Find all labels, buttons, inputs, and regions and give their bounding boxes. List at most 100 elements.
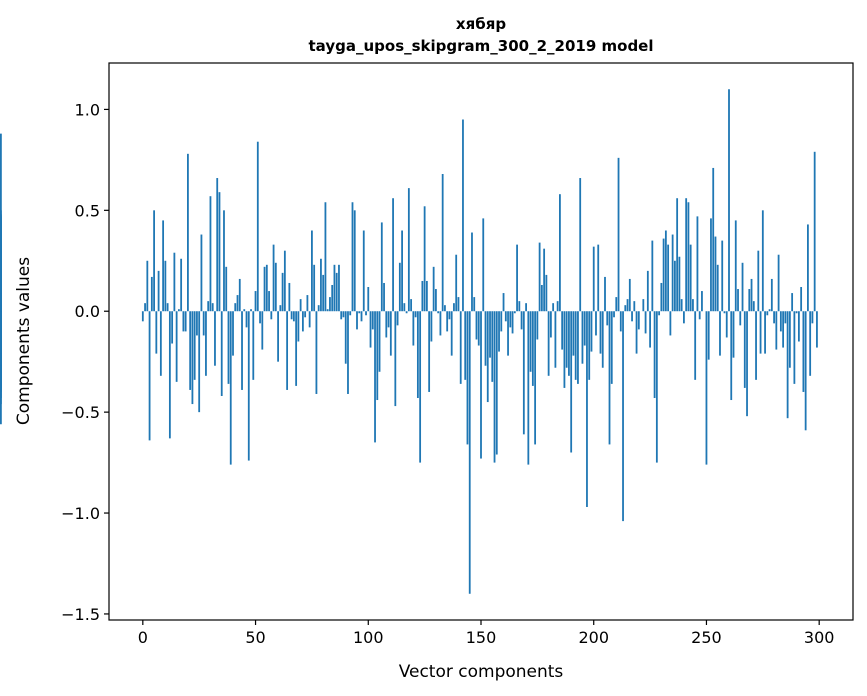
bar: [155, 311, 158, 354]
bar: [412, 311, 415, 346]
y-tick-label: 0.0: [75, 302, 100, 321]
x-tick-label: 150: [466, 628, 497, 647]
bar: [396, 311, 399, 326]
bar: [475, 311, 478, 340]
bar: [590, 311, 593, 352]
bar: [737, 289, 739, 312]
x-axis-ticks: 0 50 100 150 200 250 300: [138, 620, 835, 647]
bar: [730, 311, 733, 401]
bars-group: [0, 89, 818, 594]
bar: [750, 278, 753, 312]
chart-title: хябяр: [456, 15, 506, 33]
bar: [0, 311, 2, 354]
bar: [816, 311, 818, 348]
bar: [671, 234, 674, 312]
bar: [338, 264, 340, 312]
bar: [234, 303, 237, 312]
bar: [626, 299, 629, 312]
bar: [462, 119, 464, 312]
bar: [694, 311, 697, 380]
bar: [719, 311, 721, 356]
bar: [669, 311, 672, 336]
bar: [238, 278, 241, 312]
bar: [423, 206, 426, 312]
bar: [613, 311, 615, 318]
y-tick-label: 0.5: [75, 201, 100, 220]
bar: [308, 311, 311, 328]
bar: [290, 311, 293, 320]
bar: [606, 311, 609, 326]
bar: [768, 309, 771, 312]
bar: [317, 305, 320, 312]
bar: [441, 174, 444, 312]
bar: [347, 311, 349, 394]
bar: [268, 291, 270, 312]
bar: [243, 309, 246, 312]
bar: [710, 218, 712, 312]
bar: [378, 311, 381, 372]
bar: [457, 297, 460, 312]
bar: [144, 303, 146, 312]
x-tick-label: 50: [245, 628, 265, 647]
bar: [698, 311, 701, 320]
bar: [455, 254, 458, 312]
bar: [175, 311, 178, 382]
bar: [295, 311, 298, 386]
bar: [211, 303, 214, 312]
bar: [335, 272, 338, 312]
bar: [572, 311, 575, 356]
bar: [586, 311, 588, 507]
bar: [500, 311, 503, 332]
bar: [601, 311, 604, 368]
bar: [367, 287, 370, 312]
bar: [685, 198, 688, 312]
bar: [277, 311, 279, 362]
bar: [331, 284, 334, 312]
bar: [631, 311, 633, 322]
bar: [592, 246, 595, 312]
bar: [766, 311, 769, 316]
bar: [189, 311, 192, 390]
bar: [153, 210, 155, 312]
bar: [484, 311, 487, 366]
x-tick-label: 300: [804, 628, 835, 647]
bar: [205, 311, 207, 376]
bar: [759, 311, 762, 354]
plot-area-frame: [108, 62, 854, 621]
y-tick-label: −1.5: [61, 605, 100, 624]
bar: [148, 311, 151, 441]
bar: [761, 210, 764, 312]
bar: [804, 311, 807, 431]
bar: [723, 311, 726, 314]
bar: [784, 311, 787, 324]
bar: [358, 311, 361, 314]
bar: [216, 178, 219, 312]
bar: [651, 240, 654, 312]
bar: [416, 311, 419, 399]
bar: [635, 311, 638, 354]
bar: [299, 299, 302, 312]
bar: [498, 311, 500, 352]
bar: [376, 311, 379, 401]
bar: [595, 311, 597, 336]
bar: [786, 311, 789, 419]
bar: [696, 216, 699, 312]
bar: [304, 311, 307, 318]
bar: [734, 220, 737, 312]
bar: [353, 210, 356, 312]
bar: [162, 220, 165, 312]
bar: [579, 178, 582, 312]
bar: [624, 305, 627, 312]
bar: [146, 260, 149, 312]
bar: [529, 311, 532, 372]
bar: [689, 244, 692, 312]
bar: [561, 311, 564, 350]
bar: [705, 311, 708, 465]
bar: [437, 311, 440, 314]
bar: [340, 311, 343, 320]
bar: [421, 280, 424, 312]
bar: [200, 234, 203, 312]
bar: [755, 311, 757, 380]
bar: [356, 311, 358, 330]
bar: [597, 244, 600, 312]
